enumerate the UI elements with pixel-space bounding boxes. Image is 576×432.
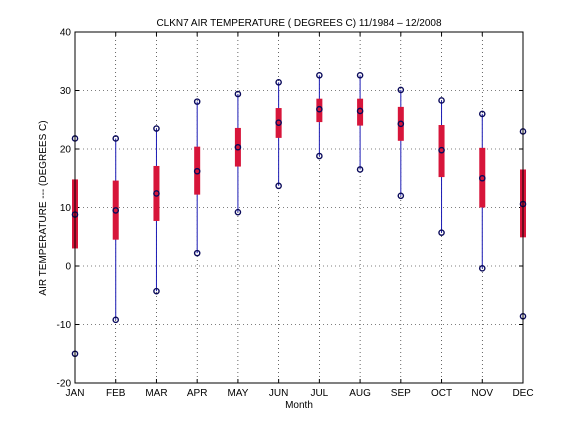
median-marker-mar	[153, 190, 160, 197]
median-marker-oct	[438, 146, 445, 154]
iqr-box-oct	[438, 125, 445, 178]
max-marker-feb	[112, 135, 120, 142]
x-tick-label: JUN	[269, 388, 288, 399]
min-marker-apr	[193, 249, 201, 257]
y-tick-label: 10	[60, 203, 72, 214]
x-tick-label: AUG	[349, 388, 371, 399]
x-axis-label: Month	[285, 400, 313, 411]
max-marker-may	[234, 90, 242, 98]
median-marker-sep	[397, 120, 405, 128]
x-tick-label: NOV	[471, 388, 493, 399]
median-marker-jul	[316, 105, 323, 113]
min-marker-mar	[153, 287, 160, 295]
iqr-box-mar	[153, 165, 160, 221]
iqr-box-feb	[112, 180, 119, 240]
min-marker-oct	[438, 229, 445, 236]
chart-title: CLKN7 AIR TEMPERATURE ( DEGREES C) 11/19…	[156, 18, 442, 29]
x-tick-label: APR	[187, 388, 208, 399]
x-tick-label: OCT	[431, 388, 452, 399]
median-marker-aug	[356, 107, 364, 115]
x-tick-label: FEB	[106, 388, 126, 399]
y-tick-label: 0	[65, 262, 71, 273]
min-marker-jul	[316, 152, 323, 160]
y-tick-label: -10	[57, 320, 72, 331]
min-marker-jun	[275, 182, 282, 190]
min-marker-sep	[397, 192, 405, 200]
max-marker-aug	[356, 71, 364, 79]
x-tick-label: DEC	[512, 388, 533, 399]
min-marker-feb	[112, 316, 120, 324]
max-marker-jul	[316, 71, 323, 79]
median-marker-nov	[478, 174, 486, 182]
max-marker-oct	[438, 97, 445, 104]
iqr-box-aug	[357, 98, 364, 126]
y-axis-label: AIR TEMPERATURE --- (DEGREES C)	[38, 120, 49, 295]
median-marker-apr	[193, 167, 201, 175]
x-tick-labels: JAN FEB MAR APR MAY JUN JUL AUG SEP OCT NOV DEC	[66, 388, 534, 399]
max-marker-jun	[275, 79, 282, 86]
max-marker-mar	[153, 125, 160, 132]
iqr-box-sep	[397, 106, 404, 141]
y-tick-label: 20	[60, 145, 72, 156]
x-tick-label: MAR	[145, 388, 167, 399]
max-marker-apr	[193, 98, 201, 105]
plot-frame	[74, 31, 524, 384]
iqr-box-jul	[316, 98, 323, 123]
min-marker-aug	[356, 166, 364, 173]
max-marker-sep	[397, 86, 405, 94]
max-marker-nov	[478, 110, 486, 118]
min-marker-may	[234, 208, 242, 216]
iqr-box-may	[234, 127, 241, 167]
median-marker-jun	[275, 119, 282, 126]
median-marker-feb	[112, 207, 120, 214]
x-tick-label: JUL	[310, 388, 328, 399]
x-tick-label: JAN	[66, 388, 85, 399]
y-tick-labels: -20 -10 0 10 20 30 40	[57, 28, 72, 390]
x-tick-label: SEP	[391, 388, 411, 399]
y-tick-label: -20	[57, 379, 72, 390]
iqr-box-nov	[479, 147, 486, 208]
iqr-box-apr	[194, 146, 201, 195]
y-tick-label: 40	[60, 28, 72, 39]
median-marker-may	[234, 143, 242, 151]
box-marks	[71, 71, 527, 358]
y-tick-label: 30	[60, 86, 72, 97]
iqr-box-jun	[275, 108, 282, 138]
grid-lines	[74, 31, 524, 384]
x-tick-label: MAY	[227, 388, 248, 399]
min-marker-nov	[478, 265, 486, 272]
